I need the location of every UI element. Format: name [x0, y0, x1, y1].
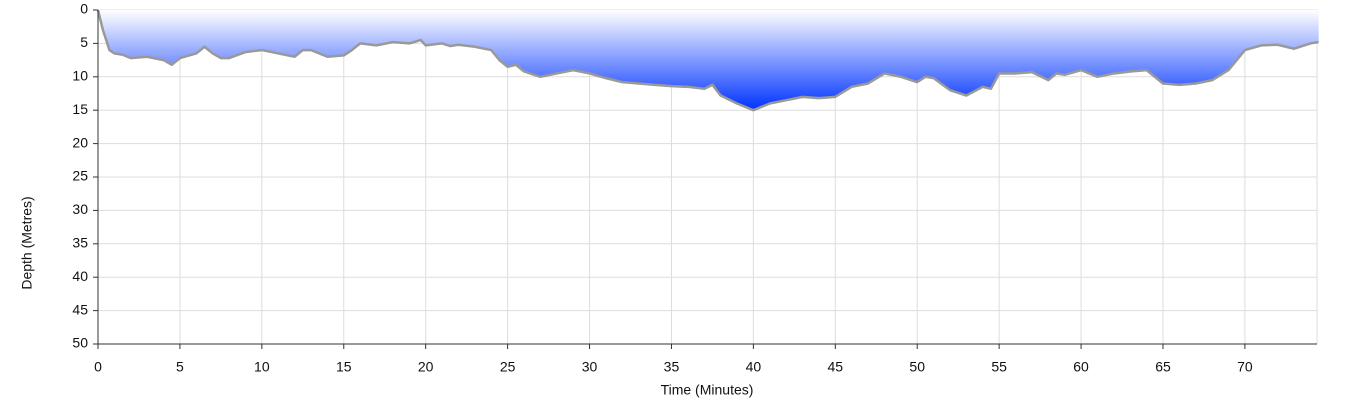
x-tick-label: 60 [1073, 359, 1089, 375]
x-tick-label: 70 [1237, 359, 1253, 375]
x-tick-label: 25 [500, 359, 516, 375]
y-tick-label: 20 [72, 134, 88, 150]
x-tick-label: 65 [1155, 359, 1171, 375]
x-tick-label: 50 [909, 359, 925, 375]
y-tick-label: 30 [72, 201, 88, 217]
x-tick-label: 0 [94, 359, 102, 375]
x-axis-label: Time (Minutes) [661, 382, 754, 398]
y-tick-label: 25 [72, 168, 88, 184]
y-tick-label: 50 [72, 335, 88, 351]
y-tick-label: 0 [80, 1, 88, 17]
x-tick-label: 55 [991, 359, 1007, 375]
y-tick-label: 5 [80, 34, 88, 50]
x-tick-label: 20 [418, 359, 434, 375]
x-tick-label: 5 [176, 359, 184, 375]
depth-area [98, 10, 1319, 111]
x-tick-label: 40 [746, 359, 762, 375]
y-tick-label: 10 [72, 68, 88, 84]
x-tick-label: 45 [828, 359, 844, 375]
x-tick-label: 15 [336, 359, 352, 375]
depth-line [96, 9, 1319, 112]
x-tick-label: 10 [254, 359, 270, 375]
y-axis-label: Depth (Metres) [19, 196, 35, 289]
y-tick-label: 35 [72, 235, 88, 251]
y-tick-label: 15 [72, 101, 88, 117]
y-tick-label: 45 [72, 301, 88, 317]
x-tick-label: 35 [664, 359, 680, 375]
x-tick-label: 30 [582, 359, 598, 375]
y-tick-label: 40 [72, 268, 88, 284]
